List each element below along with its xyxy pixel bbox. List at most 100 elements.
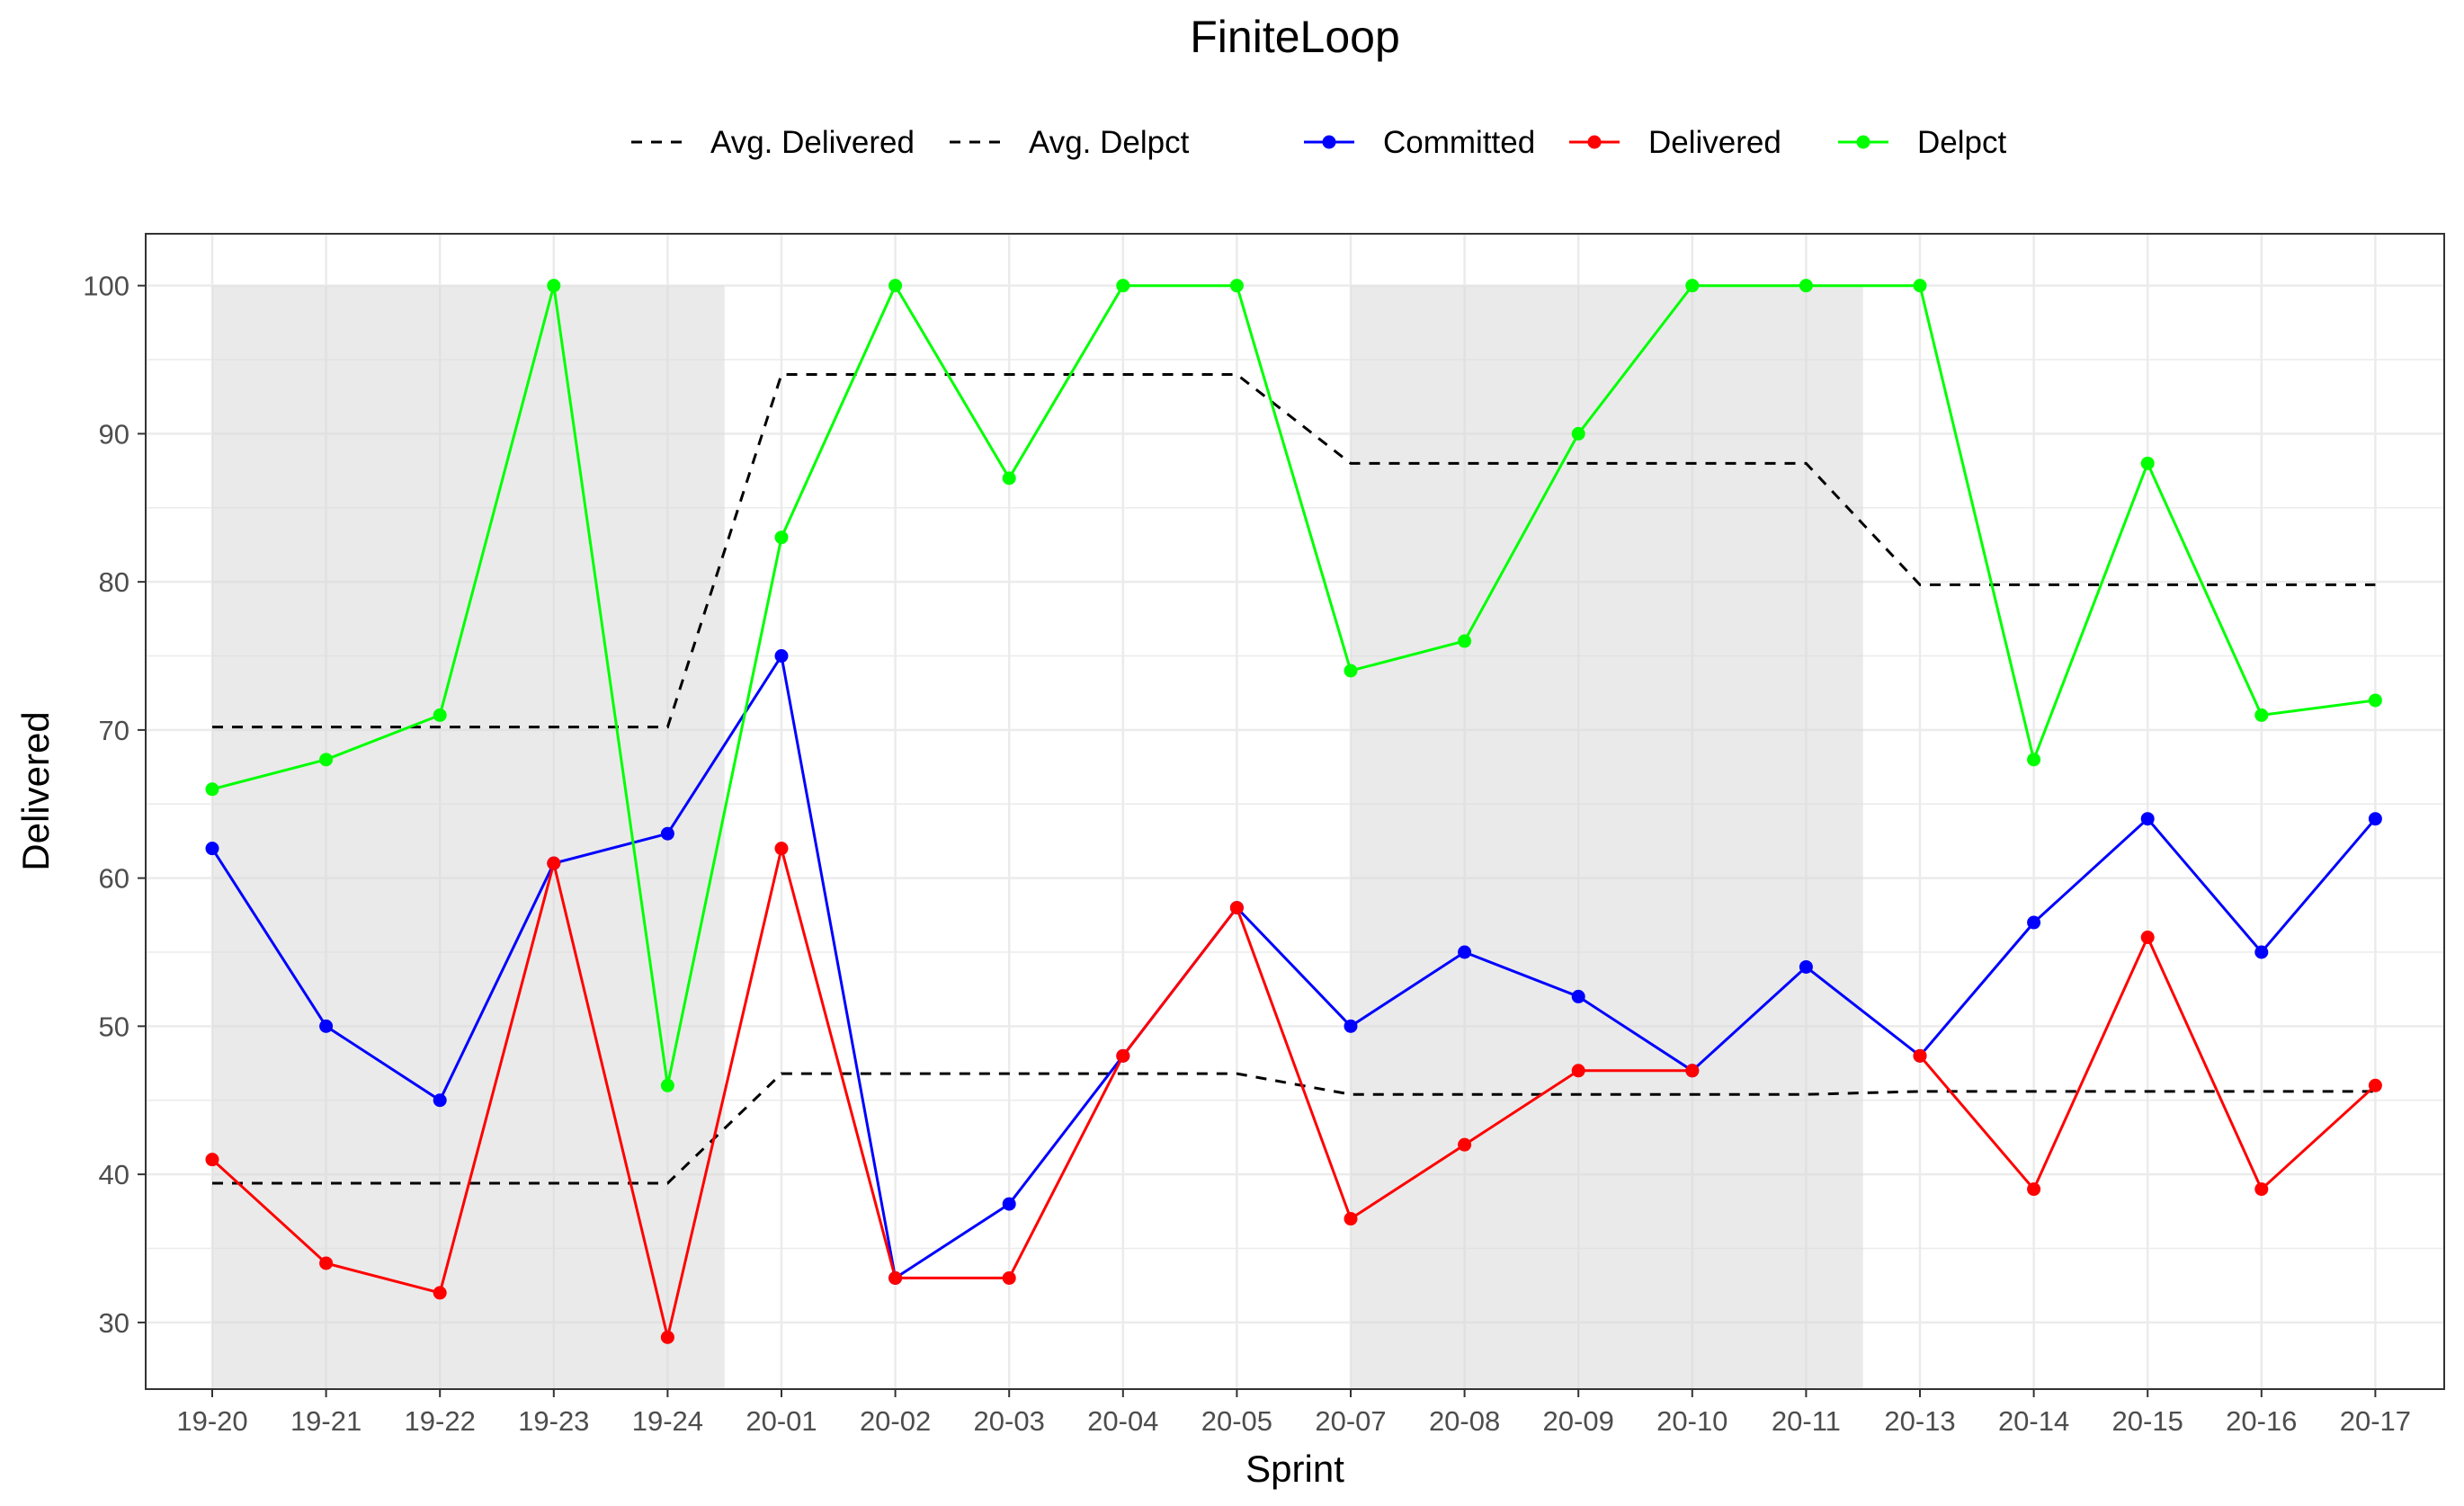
x-tick-label: 20-02 <box>860 1405 931 1437</box>
x-tick-label: 19-23 <box>518 1405 589 1437</box>
x-tick-label: 20-05 <box>1201 1405 1272 1437</box>
x-tick-label: 19-20 <box>176 1405 247 1437</box>
panel-border <box>145 233 2445 1390</box>
x-tick-label: 20-03 <box>974 1405 1045 1437</box>
data-point-delpct <box>774 530 789 545</box>
x-tick-label: 20-10 <box>1656 1405 1727 1437</box>
x-tick-label: 20-04 <box>1087 1405 1158 1437</box>
legend: Avg. Delivered Avg. Delpct Committed Delive… <box>631 125 2006 160</box>
data-point-delivered <box>2140 931 2155 945</box>
series-line-avg-delivered <box>212 1072 2376 1185</box>
y-tick-label: 50 <box>99 1011 129 1042</box>
x-tick-label: 20-09 <box>1543 1405 1614 1437</box>
data-point-delpct <box>2140 456 2155 470</box>
data-point-delpct <box>319 753 334 767</box>
x-tick-label: 20-01 <box>745 1405 817 1437</box>
data-point-delivered <box>2027 1182 2041 1197</box>
data-point-delivered <box>774 842 789 856</box>
data-point-committed <box>2368 812 2382 826</box>
data-point-delpct <box>888 279 903 293</box>
data-point-delivered <box>1002 1270 1016 1285</box>
legend-label: Avg. Delpct <box>1029 125 1190 160</box>
data-point-delpct <box>1116 279 1130 293</box>
y-tick-label: 30 <box>99 1307 129 1339</box>
shaded-range <box>1351 285 1863 1389</box>
legend-key-point <box>1856 135 1870 149</box>
y-tick-label: 40 <box>99 1159 129 1190</box>
data-point-delivered <box>1116 1048 1130 1063</box>
data-point-delpct <box>433 708 447 722</box>
x-tick-label: 20-08 <box>1429 1405 1500 1437</box>
data-point-delpct <box>1458 634 1472 648</box>
x-axis-title: Sprint <box>1245 1448 1344 1490</box>
data-point-delivered <box>1685 1064 1700 1078</box>
data-point-delivered <box>1458 1137 1472 1152</box>
legend-label: Delivered <box>1648 125 1781 160</box>
data-point-delivered <box>660 1330 674 1344</box>
data-point-committed <box>2027 915 2041 930</box>
data-point-delpct <box>1913 279 1927 293</box>
data-point-committed <box>205 842 219 856</box>
series-line-delpct <box>211 282 2376 1086</box>
y-axis-title: Delivered <box>14 711 57 870</box>
data-point-delivered <box>1913 1048 1927 1063</box>
data-point-committed <box>433 1093 447 1108</box>
data-point-committed <box>319 1019 334 1033</box>
data-point-committed <box>660 826 674 841</box>
data-point-delivered <box>2254 1182 2269 1197</box>
data-point-delpct <box>1002 471 1016 486</box>
data-point-delivered <box>1229 901 1244 915</box>
data-point-delivered <box>2368 1078 2382 1092</box>
series-line-delivered <box>210 848 1692 1338</box>
data-point-committed <box>2254 945 2269 959</box>
data-point-committed <box>1571 989 1585 1003</box>
data-point-delpct <box>547 279 561 293</box>
data-point-delpct <box>1344 664 1358 678</box>
data-point-delpct <box>1799 279 1813 293</box>
x-tick-label: 20-14 <box>1998 1405 2069 1437</box>
data-point-delivered <box>205 1153 219 1167</box>
y-tick-label: 100 <box>83 271 129 302</box>
data-point-delivered <box>547 856 561 870</box>
data-point-delpct <box>1571 426 1585 441</box>
x-tick-label: 19-24 <box>632 1405 703 1437</box>
data-point-delivered <box>433 1286 447 1300</box>
x-tick-label: 20-11 <box>1772 1405 1841 1437</box>
data-point-committed <box>1344 1019 1358 1033</box>
plot-area: 30 40 50 60 70 80 90 100 19-20 19-21 19-22 19-23 19-… <box>83 233 2445 1437</box>
data-point-delpct <box>2254 708 2269 722</box>
y-tick-label: 90 <box>99 418 129 450</box>
data-point-delivered <box>319 1256 334 1270</box>
legend-label: Avg. Delivered <box>710 125 915 160</box>
data-point-committed <box>2140 812 2155 826</box>
y-tick-label: 80 <box>99 566 129 598</box>
x-tick-label: 19-22 <box>405 1405 476 1437</box>
data-point-committed <box>774 649 789 664</box>
data-point-delpct <box>660 1078 674 1092</box>
shaded-range <box>212 285 725 1389</box>
y-tick-label: 70 <box>99 715 129 746</box>
data-point-delpct <box>1685 279 1700 293</box>
x-tick-label: 20-16 <box>2226 1405 2297 1437</box>
data-point-committed <box>1002 1197 1016 1211</box>
legend-label: Delpct <box>1917 125 2006 160</box>
x-tick-label: 19-21 <box>290 1405 362 1437</box>
data-point-delpct <box>2027 753 2041 767</box>
x-tick-label: 20-17 <box>2340 1405 2411 1437</box>
data-point-delivered <box>888 1270 903 1285</box>
legend-key-point <box>1587 135 1602 149</box>
data-point-committed <box>1458 945 1472 959</box>
x-tick-label: 20-07 <box>1315 1405 1386 1437</box>
data-point-delivered <box>1344 1212 1358 1226</box>
y-tick-label: 60 <box>99 863 129 895</box>
series-line-committed <box>210 652 2377 1280</box>
data-point-delivered <box>1571 1064 1585 1078</box>
legend-key-point <box>1322 135 1336 149</box>
x-tick-label: 20-15 <box>2112 1405 2183 1437</box>
x-tick-label: 20-13 <box>1884 1405 1955 1437</box>
data-point-delpct <box>2368 693 2382 708</box>
data-point-delpct <box>205 782 219 797</box>
chart-title: FiniteLoop <box>1190 12 1400 62</box>
data-point-delpct <box>1229 279 1244 293</box>
